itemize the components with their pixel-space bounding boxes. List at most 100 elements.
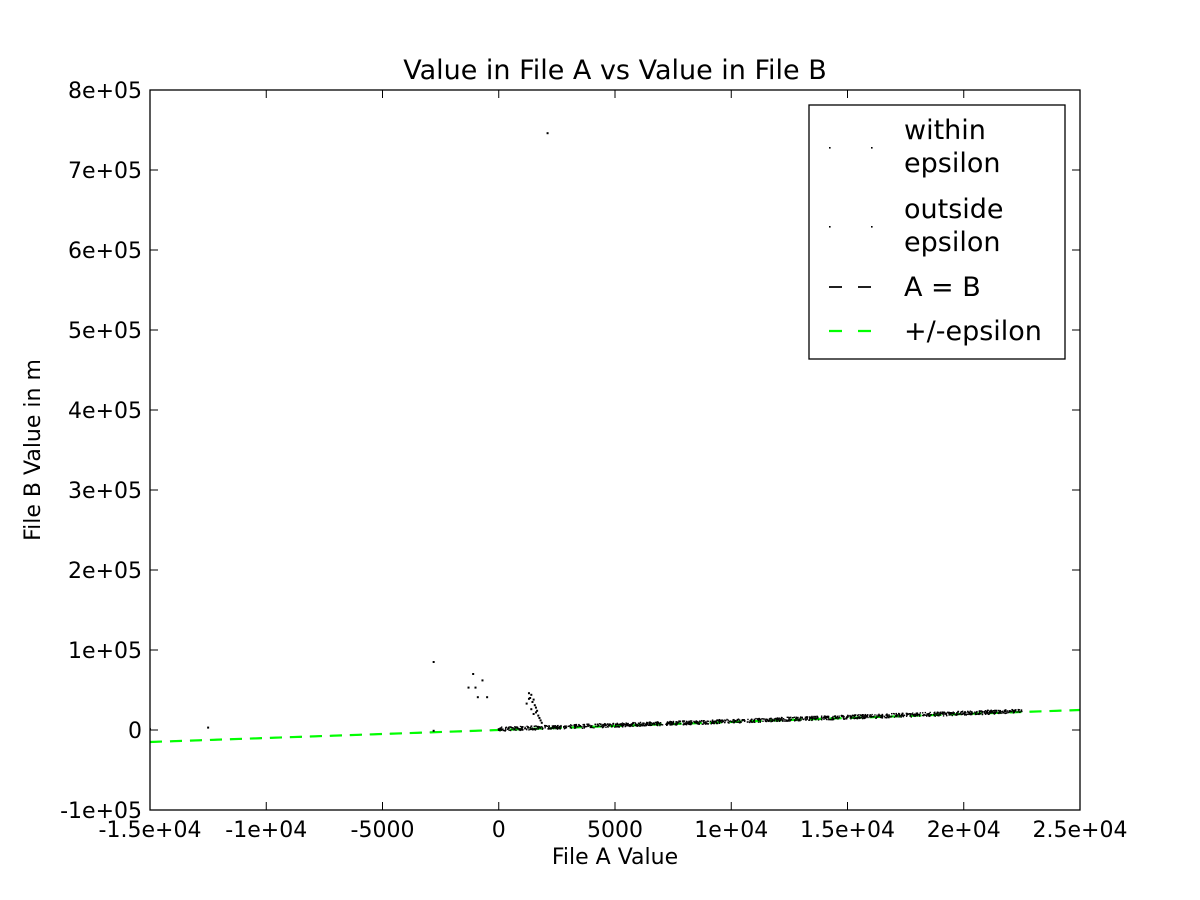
x-tick-label: -1.5e+04 <box>99 818 202 843</box>
data-point-within <box>988 713 990 715</box>
data-point-within <box>625 723 628 726</box>
data-point-within <box>630 725 633 727</box>
data-point-within <box>556 725 559 727</box>
data-point-within <box>933 713 936 715</box>
data-point-within <box>1000 712 1002 715</box>
data-point-within <box>504 730 507 732</box>
data-point-within <box>804 719 807 721</box>
data-point-within <box>634 724 636 727</box>
data-point-within <box>676 723 679 725</box>
data-point-within <box>607 723 609 725</box>
data-point-within <box>584 726 587 728</box>
data-point-within <box>528 726 530 729</box>
data-point-within <box>698 720 701 722</box>
data-point-within <box>635 724 637 727</box>
data-point-within <box>1005 709 1007 711</box>
data-point-within <box>800 717 803 719</box>
data-point-within <box>770 717 772 720</box>
data-point-within <box>658 723 660 725</box>
data-point-within <box>736 719 739 722</box>
data-point-within <box>537 725 539 728</box>
data-point-within <box>568 725 570 727</box>
data-point-within <box>922 714 924 717</box>
data-point-within <box>804 716 807 718</box>
data-point-within <box>685 720 688 723</box>
data-point-within <box>1003 709 1006 712</box>
data-point-within <box>732 719 734 721</box>
data-point-outside <box>481 679 484 682</box>
data-point-within <box>621 726 624 728</box>
data-point-within <box>709 720 712 723</box>
data-point-within <box>500 729 503 731</box>
data-point-within <box>917 713 920 716</box>
data-point-within <box>885 716 887 719</box>
data-point-within <box>509 729 512 732</box>
data-point-within <box>688 722 691 724</box>
data-point-within <box>757 719 760 722</box>
data-point-within <box>914 713 917 716</box>
data-point-within <box>853 715 856 718</box>
data-point-within <box>542 727 544 730</box>
data-point-within <box>757 721 760 723</box>
data-point-within <box>797 720 800 722</box>
data-point-within <box>926 714 928 717</box>
data-point-within <box>498 729 500 731</box>
data-point-within <box>690 721 693 724</box>
data-point-within <box>934 711 936 714</box>
data-point-within <box>539 727 541 729</box>
data-point-within <box>530 725 532 728</box>
data-point-within <box>718 721 721 723</box>
data-point-within <box>513 729 515 731</box>
data-point-within <box>605 724 608 726</box>
data-point-within <box>858 714 860 716</box>
data-point-within <box>800 719 802 721</box>
data-point-within <box>891 715 893 717</box>
data-point-within <box>750 720 753 723</box>
data-point-within <box>814 716 816 718</box>
data-point-within <box>534 725 537 727</box>
data-point-within <box>861 716 863 718</box>
data-point-within <box>684 723 686 725</box>
data-point-within <box>753 720 755 722</box>
data-point-within <box>832 715 834 718</box>
data-point-within <box>833 715 836 718</box>
data-point-within <box>876 714 878 716</box>
data-point-within <box>990 709 992 711</box>
data-point-within <box>900 716 902 718</box>
data-point-within <box>569 726 572 729</box>
data-point-outside <box>527 692 530 695</box>
data-point-within <box>987 713 990 716</box>
epsilon-line <box>150 708 1080 744</box>
data-point-within <box>499 728 502 730</box>
data-point-within <box>720 719 722 721</box>
data-point-within <box>937 711 939 713</box>
data-point-within <box>507 727 509 729</box>
data-point-within <box>621 723 624 726</box>
data-point-within <box>726 718 728 721</box>
data-point-within <box>757 718 759 721</box>
data-point-within <box>785 719 788 721</box>
data-point-within <box>832 718 834 720</box>
data-point-within <box>1009 710 1012 713</box>
data-point-within <box>930 713 933 716</box>
data-point-within <box>557 728 559 730</box>
data-point-within <box>765 719 767 721</box>
data-point-within <box>698 721 700 724</box>
data-point-outside <box>207 726 210 729</box>
data-point-within <box>574 726 577 729</box>
data-point-within <box>902 714 904 716</box>
legend-label: outside <box>904 194 1004 225</box>
data-point-outside <box>432 661 435 663</box>
data-point-within <box>639 721 642 724</box>
data-point-within <box>666 722 668 725</box>
data-point-within <box>765 720 768 723</box>
data-point-within <box>936 712 938 714</box>
data-point-within <box>950 714 952 716</box>
data-point-within <box>843 715 845 718</box>
data-point-within <box>971 711 973 714</box>
data-point-within <box>776 717 779 719</box>
data-point-within <box>552 726 555 728</box>
data-point-within <box>910 713 912 715</box>
data-point-within <box>586 725 589 727</box>
data-point-within <box>954 714 956 716</box>
